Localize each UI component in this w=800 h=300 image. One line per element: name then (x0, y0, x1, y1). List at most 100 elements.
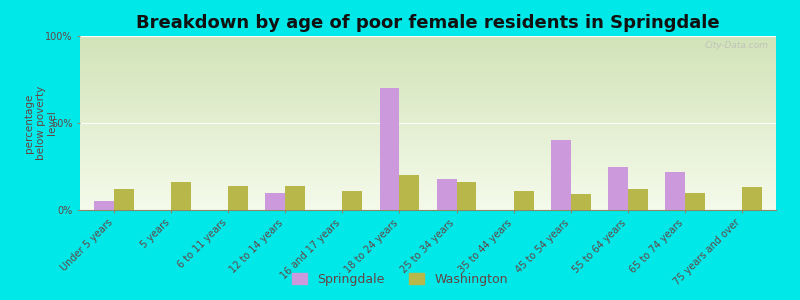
Bar (80, 55, 776, 57)
Bar (80, 140, 776, 142)
Bar (80, 97, 776, 99)
Bar (171, 182, 191, 210)
Bar (80, 172, 776, 173)
Bar (342, 191, 362, 210)
Bar (171, 182, 191, 210)
Bar (80, 189, 776, 191)
Bar (80, 121, 776, 123)
Bar (457, 182, 477, 210)
Bar (742, 188, 762, 210)
Bar (685, 193, 705, 210)
Bar (80, 127, 776, 128)
Bar (80, 76, 776, 78)
Bar (457, 182, 477, 210)
Bar (80, 130, 776, 132)
Bar (80, 116, 776, 118)
Y-axis label: percentage
below poverty
level: percentage below poverty level (24, 86, 58, 160)
Bar (608, 167, 628, 210)
Bar (608, 167, 628, 210)
Bar (80, 112, 776, 114)
Bar (80, 134, 776, 135)
Bar (80, 69, 776, 71)
Bar (80, 40, 776, 41)
Bar (80, 85, 776, 86)
Bar (80, 182, 776, 184)
Bar (80, 52, 776, 53)
Bar (80, 38, 776, 40)
Bar (94, 201, 114, 210)
Bar (80, 153, 776, 154)
Bar (80, 67, 776, 69)
Bar (80, 158, 776, 160)
Bar (80, 57, 776, 58)
Bar (80, 88, 776, 90)
Bar (379, 88, 399, 210)
Bar (80, 93, 776, 95)
Bar (80, 156, 776, 158)
Text: City-Data.com: City-Data.com (705, 41, 769, 50)
Bar (80, 137, 776, 139)
Legend: Springdale, Washington: Springdale, Washington (287, 268, 513, 291)
Bar (80, 71, 776, 73)
Bar (80, 66, 776, 67)
Bar (742, 188, 762, 210)
Bar (514, 191, 534, 210)
Bar (550, 140, 570, 210)
Bar (399, 175, 419, 210)
Bar (80, 46, 776, 48)
Bar (80, 119, 776, 121)
Bar (114, 189, 134, 210)
Bar (80, 62, 776, 64)
Bar (80, 128, 776, 130)
Bar (94, 201, 114, 210)
Bar (80, 45, 776, 46)
Bar (80, 154, 776, 156)
Bar (570, 194, 590, 210)
Bar (80, 123, 776, 125)
Bar (399, 175, 419, 210)
Bar (80, 188, 776, 189)
Bar (80, 147, 776, 149)
Bar (228, 186, 248, 210)
Bar (228, 186, 248, 210)
Bar (80, 160, 776, 161)
Bar (266, 193, 286, 210)
Bar (80, 184, 776, 186)
Bar (80, 208, 776, 210)
Bar (80, 175, 776, 177)
Bar (437, 179, 457, 210)
Bar (80, 73, 776, 74)
Bar (80, 118, 776, 119)
Bar (80, 90, 776, 92)
Bar (80, 95, 776, 97)
Bar (80, 170, 776, 172)
Bar (80, 107, 776, 109)
Bar (80, 48, 776, 50)
Bar (80, 132, 776, 134)
Bar (570, 194, 590, 210)
Bar (80, 50, 776, 52)
Bar (342, 191, 362, 210)
Bar (80, 135, 776, 137)
Bar (80, 144, 776, 146)
Bar (80, 83, 776, 85)
Bar (80, 81, 776, 83)
Bar (80, 201, 776, 203)
Bar (80, 198, 776, 200)
Bar (628, 189, 648, 210)
Bar (80, 58, 776, 60)
Bar (80, 80, 776, 81)
Bar (80, 200, 776, 201)
Title: Breakdown by age of poor female residents in Springdale: Breakdown by age of poor female resident… (136, 14, 720, 32)
Bar (80, 191, 776, 193)
Bar (80, 163, 776, 165)
Bar (80, 111, 776, 112)
Bar (80, 203, 776, 205)
Bar (80, 180, 776, 182)
Bar (80, 168, 776, 170)
Bar (437, 179, 457, 210)
Bar (80, 114, 776, 116)
Bar (80, 64, 776, 66)
Bar (80, 106, 776, 107)
Bar (80, 36, 776, 38)
